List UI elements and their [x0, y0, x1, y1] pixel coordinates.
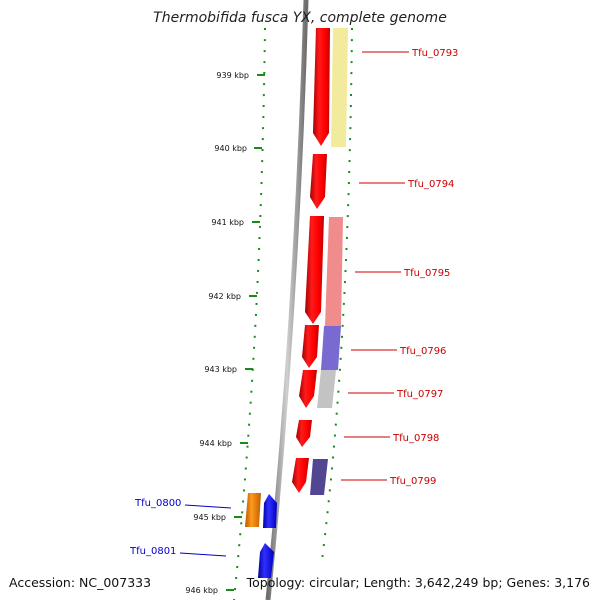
gene-label[interactable]: Tfu_0797	[396, 389, 443, 400]
gene-label[interactable]: Tfu_0793	[411, 48, 458, 59]
leader-line	[184, 504, 232, 509]
gene-label[interactable]: Tfu_0794	[407, 179, 454, 190]
forward-genes	[292, 28, 330, 493]
gene-labels: Tfu_0793 Tfu_0794 Tfu_0795 Tfu_0796 Tfu_…	[129, 48, 458, 557]
accession-label: Accession: NC_007333	[9, 575, 152, 590]
scale-tick-label: 945 kbp	[193, 513, 226, 522]
cog-band	[317, 370, 336, 408]
inner-tick-ring	[233, 27, 266, 600]
genome-summary: Topology: circular; Length: 3,642,249 bp…	[246, 575, 590, 590]
leader-line	[179, 552, 227, 557]
scale-ticks: 939 kbp 940 kbp 941 kbp 942 kbp 943 kbp …	[185, 71, 265, 595]
gene-arrow-tfu0793[interactable]	[313, 28, 330, 146]
gene-label[interactable]: Tfu_0799	[389, 476, 436, 487]
gene-arrow-tfu0795[interactable]	[305, 216, 324, 324]
reverse-genes	[245, 493, 277, 578]
gene-arrow-tfu0801[interactable]	[258, 543, 274, 578]
gene-label[interactable]: Tfu_0798	[392, 433, 439, 444]
gene-arrow-tfu0799[interactable]	[292, 458, 309, 493]
map-title: Thermobifida fusca YX, complete genome	[153, 10, 447, 26]
gene-arrow-tfu0797[interactable]	[299, 370, 317, 408]
gene-label[interactable]: Tfu_0795	[403, 268, 450, 279]
gene-label[interactable]: Tfu_0800	[134, 498, 181, 509]
scale-tick-label: 941 kbp	[211, 218, 244, 227]
gene-arrow-tfu0796[interactable]	[302, 325, 319, 368]
scale-tick-label: 944 kbp	[199, 439, 232, 448]
cog-band	[331, 28, 348, 147]
gene-label[interactable]: Tfu_0801	[129, 546, 176, 557]
cog-band	[321, 326, 341, 370]
gene-arrow-tfu0794[interactable]	[310, 154, 327, 209]
gene-arrow-tfu0798[interactable]	[296, 420, 312, 447]
scale-tick-label: 946 kbp	[185, 586, 218, 595]
scale-tick-label: 939 kbp	[216, 71, 249, 80]
scale-tick-label: 940 kbp	[214, 144, 247, 153]
gene-arrow-tfu0800-orange[interactable]	[245, 493, 261, 527]
cog-band	[325, 217, 343, 326]
scale-tick-label: 943 kbp	[204, 365, 237, 374]
gene-arrow-tfu0800[interactable]	[263, 494, 277, 528]
leader-lines	[179, 51, 409, 557]
gene-label[interactable]: Tfu_0796	[399, 346, 446, 357]
cog-track	[310, 28, 348, 495]
scale-tick-label: 942 kbp	[208, 292, 241, 301]
cog-band	[310, 459, 328, 495]
